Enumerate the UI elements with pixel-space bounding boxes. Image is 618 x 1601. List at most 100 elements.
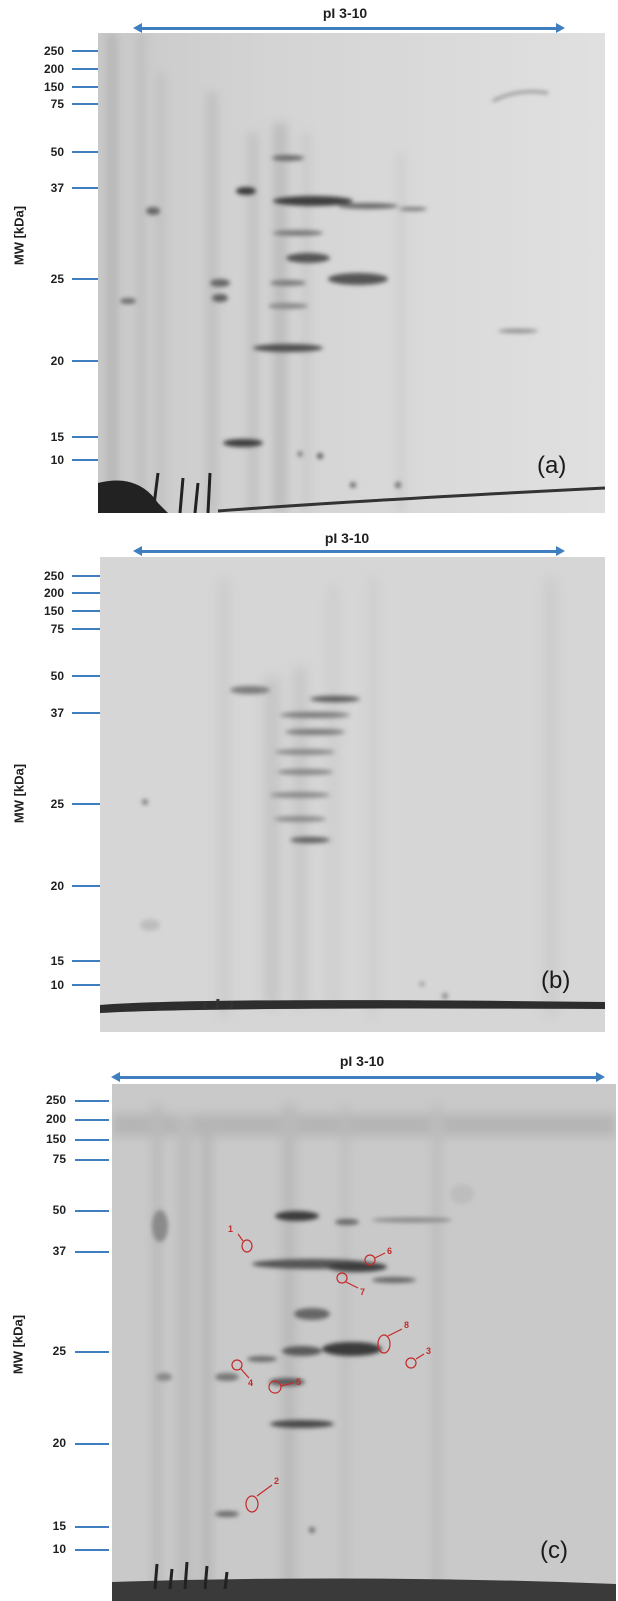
gel-panel-c: pI 3-10 MW [kDa] 250 200 150 75 50 37 25… — [0, 1053, 618, 1601]
mw-label-25: 25 — [50, 272, 64, 286]
mw-tick-20 — [72, 360, 98, 362]
y-axis-label: MW [kDa] — [11, 763, 27, 824]
spot-leader-8 — [387, 1328, 403, 1337]
mw-tick-50 — [72, 675, 100, 677]
spot-leader-3 — [415, 1353, 425, 1360]
mw-label-200: 200 — [45, 1112, 66, 1126]
mw-tick-200 — [72, 68, 98, 70]
spot-marker-5 — [268, 1380, 282, 1394]
spot-marker-2 — [245, 1495, 259, 1513]
mw-label-200: 200 — [43, 586, 64, 600]
mw-tick-150 — [72, 86, 98, 88]
spot-marker-3 — [405, 1357, 417, 1369]
mw-tick-200 — [72, 592, 100, 594]
mw-label-37: 37 — [50, 181, 64, 195]
mw-tick-250 — [75, 1100, 109, 1102]
spot-marker-6 — [364, 1254, 376, 1266]
mw-tick-250 — [72, 50, 98, 52]
mw-tick-15 — [72, 436, 98, 438]
spot-marker-7 — [336, 1272, 348, 1284]
gel-panel-b: pI 3-10 MW [kDa] 250 200 150 75 50 37 25… — [0, 530, 618, 1057]
mw-label-25: 25 — [52, 1344, 66, 1358]
panel-label-b: (b) — [541, 967, 571, 994]
spot-leader-2 — [256, 1484, 273, 1497]
spot-number-3: 3 — [426, 1346, 431, 1356]
mw-label-10: 10 — [50, 978, 64, 992]
mw-label-10: 10 — [52, 1542, 66, 1556]
mw-label-20: 20 — [52, 1436, 66, 1450]
mw-label-200: 200 — [43, 62, 64, 76]
mw-tick-20 — [75, 1443, 109, 1445]
mw-tick-25 — [75, 1351, 109, 1353]
mw-label-150: 150 — [43, 80, 64, 94]
panel-label-c: (c) — [540, 1537, 568, 1564]
spot-leader-6 — [374, 1252, 386, 1259]
gel-image-c: 1 2 3 4 5 6 7 8 — [112, 1084, 616, 1601]
spot-marker-8 — [377, 1334, 391, 1354]
spot-number-8: 8 — [404, 1320, 409, 1330]
mw-label-50: 50 — [50, 669, 64, 683]
mw-label-20: 20 — [50, 354, 64, 368]
mw-tick-10 — [72, 984, 100, 986]
mw-tick-20 — [72, 885, 100, 887]
mw-tick-37 — [72, 187, 98, 189]
mw-tick-150 — [72, 610, 100, 612]
gel-image-b — [100, 557, 605, 1032]
mw-tick-10 — [72, 459, 98, 461]
mw-tick-25 — [72, 803, 100, 805]
spot-number-4: 4 — [248, 1378, 253, 1388]
mw-label-75: 75 — [52, 1152, 66, 1166]
mw-label-50: 50 — [50, 145, 64, 159]
spot-number-7: 7 — [360, 1287, 365, 1297]
mw-tick-50 — [75, 1210, 109, 1212]
mw-label-25: 25 — [50, 797, 64, 811]
ph-range-label: pI 3-10 — [324, 530, 370, 546]
spot-number-1: 1 — [228, 1224, 233, 1234]
spot-leader-5 — [280, 1382, 294, 1387]
mw-tick-250 — [72, 575, 100, 577]
mw-label-15: 15 — [50, 954, 64, 968]
gel-panel-a: pI 3-10 MW [kDa] 250 200 150 75 50 37 25… — [0, 0, 618, 525]
spot-number-2: 2 — [274, 1476, 279, 1486]
mw-label-37: 37 — [52, 1244, 66, 1258]
mw-tick-37 — [72, 712, 100, 714]
spot-leader-1 — [237, 1233, 244, 1242]
ph-range-label: pI 3-10 — [339, 1053, 385, 1069]
mw-label-250: 250 — [45, 1093, 66, 1107]
spot-marker-4 — [231, 1359, 243, 1371]
y-axis-label: MW [kDa] — [11, 205, 27, 266]
mw-label-150: 150 — [43, 604, 64, 618]
spot-leader-4 — [240, 1368, 250, 1379]
mw-tick-10 — [75, 1549, 109, 1551]
spot-leader-7 — [345, 1281, 359, 1289]
ph-range-arrow — [133, 23, 565, 33]
mw-tick-15 — [75, 1526, 109, 1528]
mw-label-15: 15 — [52, 1519, 66, 1533]
mw-label-15: 15 — [50, 430, 64, 444]
mw-label-10: 10 — [50, 453, 64, 467]
ph-range-label: pI 3-10 — [322, 5, 368, 21]
mw-tick-37 — [75, 1251, 109, 1253]
spot-number-6: 6 — [387, 1246, 392, 1256]
ph-range-arrow — [133, 546, 565, 556]
spot-marker-1 — [241, 1239, 253, 1253]
mw-tick-25 — [72, 278, 98, 280]
mw-tick-50 — [72, 151, 98, 153]
panel-label-a: (a) — [537, 452, 567, 479]
ph-range-arrow — [111, 1072, 605, 1082]
mw-label-20: 20 — [50, 879, 64, 893]
mw-label-50: 50 — [52, 1203, 66, 1217]
mw-tick-150 — [75, 1139, 109, 1141]
mw-label-75: 75 — [50, 97, 64, 111]
mw-tick-15 — [72, 960, 100, 962]
mw-label-150: 150 — [45, 1132, 66, 1146]
mw-tick-75 — [72, 103, 98, 105]
mw-label-75: 75 — [50, 622, 64, 636]
mw-label-250: 250 — [43, 569, 64, 583]
mw-tick-200 — [75, 1119, 109, 1121]
mw-label-250: 250 — [43, 44, 64, 58]
spot-number-5: 5 — [296, 1377, 301, 1387]
mw-label-37: 37 — [50, 706, 64, 720]
mw-tick-75 — [72, 628, 100, 630]
mw-tick-75 — [75, 1159, 109, 1161]
